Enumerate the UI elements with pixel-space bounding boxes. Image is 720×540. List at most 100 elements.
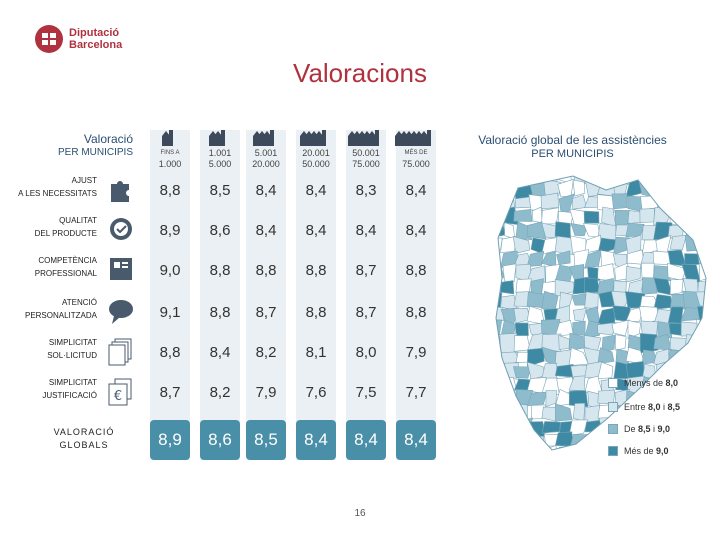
municipality-area — [527, 421, 546, 437]
municipality-area — [572, 446, 588, 450]
row-label-line-1: ATENCIÓ — [62, 298, 97, 307]
map-title-subtitle: PER MUNICIPIS — [531, 148, 614, 160]
global-score-cell: 8,4 — [354, 430, 378, 449]
column-background — [200, 130, 240, 460]
municipality-area — [598, 176, 617, 185]
row-label-line-2: SOL·LICITUD — [47, 351, 97, 360]
municipality-area — [699, 335, 706, 354]
municipality-area — [697, 236, 706, 256]
municipality-area — [641, 277, 658, 295]
municipality-area — [496, 389, 503, 409]
municipality-area — [500, 236, 517, 254]
row-label-line-1: SIMPLICITAT — [48, 338, 97, 347]
municipality-area — [667, 180, 688, 199]
brand-line-2: Barcelona — [69, 39, 123, 51]
municipality-area — [668, 192, 685, 211]
municipality-area — [526, 347, 545, 367]
municipality-area — [513, 366, 532, 379]
score-cell: 8,8 — [405, 304, 427, 321]
global-row-label-line-2: GLOBALS — [59, 440, 109, 450]
score-cell: 8,6 — [209, 222, 231, 239]
municipality-area — [587, 266, 601, 282]
municipality-area — [513, 432, 530, 448]
score-cell: 8,4 — [255, 222, 277, 239]
municipality-area — [558, 335, 570, 350]
legend-swatch — [608, 424, 618, 434]
municipality-area — [696, 305, 706, 321]
municipality-area — [500, 420, 517, 433]
municipality-area — [582, 444, 603, 450]
municipality-area — [500, 176, 519, 184]
municipality-area — [696, 318, 706, 335]
municipality-area — [556, 250, 571, 265]
column-header-to: 50.000 — [302, 159, 330, 169]
municipality-area — [613, 236, 631, 255]
puzzle-icon — [106, 174, 136, 204]
column-header: 50.001 75.000 — [341, 148, 391, 170]
municipality-area — [669, 337, 688, 353]
municipality-area — [496, 237, 503, 253]
municipality-area — [572, 320, 586, 336]
municipality-area — [684, 209, 697, 226]
page-title: Valoracions — [293, 58, 427, 88]
professional-icon — [106, 254, 136, 284]
score-cell: 8,8 — [209, 262, 231, 279]
column-background — [346, 130, 386, 460]
row-label-line-1: COMPETÈNCIA — [38, 256, 97, 265]
municipality-area — [526, 250, 545, 267]
municipality-area — [694, 223, 706, 242]
score-cell: 8,4 — [355, 222, 377, 239]
municipality-area — [584, 320, 601, 339]
score-cell: 8,8 — [305, 262, 327, 279]
municipality-area — [513, 209, 533, 222]
municipality-area — [684, 234, 701, 252]
municipality-area — [512, 235, 530, 254]
score-cell: 8,3 — [355, 182, 377, 199]
municipality-area — [568, 419, 589, 436]
municipality-area — [572, 402, 586, 422]
municipality-area — [615, 334, 627, 351]
global-score-cell: 8,9 — [158, 430, 182, 449]
score-cell: 7,7 — [405, 384, 427, 401]
municipality-area — [697, 362, 706, 380]
municipality-area — [570, 223, 588, 237]
score-cell: 8,2 — [209, 384, 231, 401]
legend-item: Menys de 8,0 — [608, 378, 678, 388]
municipality-area — [685, 182, 697, 198]
column-header-from: MÉS DE — [404, 150, 428, 156]
municipality-area — [669, 279, 684, 295]
municipality-area — [682, 176, 701, 180]
score-cell: 8,8 — [209, 304, 231, 321]
legend-label: De 8,5 i 9,0 — [624, 424, 671, 434]
municipality-area — [541, 421, 561, 434]
score-cell: 7,9 — [405, 344, 427, 361]
municipality-area — [568, 390, 589, 408]
row-label: ATENCIÓ PERSONALITZADA — [10, 296, 97, 322]
diputacio-emblem-icon — [35, 25, 63, 53]
municipality-area — [666, 361, 687, 380]
global-score-box — [200, 420, 240, 460]
documents-icon — [106, 336, 136, 366]
municipalities-map — [495, 175, 707, 451]
row-label-line-2: JUSTIFICACIÓ — [42, 391, 97, 400]
score-cell: 8,0 — [355, 344, 377, 361]
score-cell: 7,6 — [305, 384, 327, 401]
column-header-to: 5.000 — [208, 159, 232, 169]
municipality-area — [639, 208, 655, 223]
map-title-main: Valoració global de les assistències — [478, 133, 667, 147]
municipality-area — [697, 378, 706, 391]
municipality-area — [572, 179, 586, 197]
column-background — [396, 130, 436, 460]
municipality-area — [696, 448, 706, 450]
municipality-area — [496, 362, 506, 378]
quality-badge-icon — [106, 214, 136, 244]
municipality-area — [680, 196, 700, 213]
municipality-area — [584, 176, 603, 184]
municipality-area — [513, 417, 533, 437]
score-cell: 8,8 — [305, 304, 327, 321]
municipality-area — [653, 176, 669, 180]
score-cell: 7,5 — [355, 384, 377, 401]
table-heading-subtitle: PER MUNICIPIS — [57, 147, 133, 158]
municipality-area — [500, 280, 515, 295]
score-cell: 8,7 — [355, 262, 377, 279]
